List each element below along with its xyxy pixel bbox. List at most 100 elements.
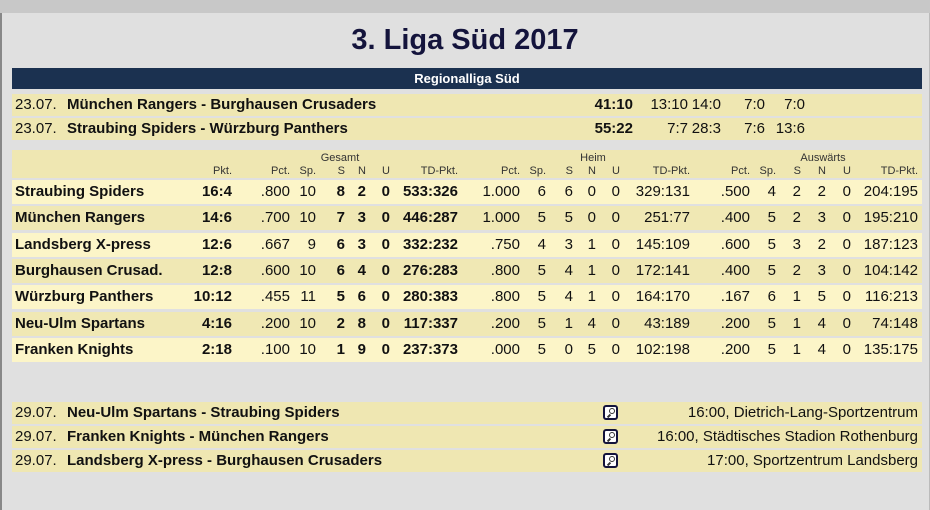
column-header: S bbox=[793, 165, 801, 177]
stat-cell: .750 bbox=[490, 235, 520, 253]
stat-cell: 6 bbox=[767, 288, 776, 306]
quarter-score: 28:3 bbox=[691, 120, 721, 137]
fixture-venue: 17:00, Sportzentrum Landsberg bbox=[707, 452, 918, 469]
team-name[interactable]: Burghausen Crusad. bbox=[15, 261, 163, 279]
stat-cell: 1 bbox=[587, 261, 596, 279]
stat-cell: 10 bbox=[299, 209, 316, 227]
stat-cell: 117:337 bbox=[403, 314, 458, 332]
stat-cell: 2 bbox=[357, 183, 366, 200]
stat-cell: 164:170 bbox=[635, 288, 690, 306]
stat-cell: 6 bbox=[357, 288, 366, 306]
stat-cell: .800 bbox=[490, 261, 520, 279]
standings-row: Neu-Ulm Spartans 4:16.200 10 2 8 0 117:337.200… bbox=[12, 311, 922, 336]
stat-cell: 5 bbox=[336, 288, 345, 306]
stat-cell: 4 bbox=[564, 288, 573, 306]
fixture-date: 29.07. bbox=[15, 428, 57, 445]
stat-cell: 187:123 bbox=[863, 235, 918, 253]
stat-cell: 9 bbox=[357, 340, 366, 358]
stat-cell: 145:109 bbox=[635, 235, 690, 253]
stat-cell: .000 bbox=[490, 340, 520, 358]
stat-cell: 4 bbox=[587, 314, 596, 332]
stat-cell: 5 bbox=[587, 340, 596, 358]
quarter-score: 14:0 bbox=[691, 96, 721, 113]
stat-cell: 0 bbox=[842, 209, 851, 227]
magnifier-icon[interactable] bbox=[603, 405, 618, 420]
stat-cell: 3 bbox=[564, 235, 573, 253]
stat-cell: 251:77 bbox=[644, 209, 690, 227]
column-header: U bbox=[382, 165, 390, 177]
stat-cell: 1 bbox=[587, 288, 596, 306]
stat-cell: 4 bbox=[817, 314, 826, 332]
stat-cell: .800 bbox=[260, 183, 290, 200]
standings-row: Würzburg Panthers 10:12.455 11 5 6 0 280:383.8… bbox=[12, 285, 922, 310]
magnifier-icon[interactable] bbox=[603, 429, 618, 444]
team-name[interactable]: Franken Knights bbox=[15, 340, 134, 358]
team-name[interactable]: Würzburg Panthers bbox=[15, 288, 154, 306]
stat-cell: 0 bbox=[611, 314, 620, 332]
standings-header: Gesamt Heim Auswärts Pkt. Pct. Sp. S N U TD-Pkt. P… bbox=[12, 150, 922, 178]
stat-cell: 0 bbox=[381, 235, 390, 253]
team-name[interactable]: Landsberg X-press bbox=[15, 235, 151, 253]
page-title: 3. Liga Süd 2017 bbox=[351, 24, 579, 56]
stat-cell: 0 bbox=[381, 261, 390, 279]
stat-cell: 74:148 bbox=[872, 314, 918, 332]
stat-cell: 5 bbox=[767, 340, 776, 358]
team-name[interactable]: Straubing Spiders bbox=[15, 183, 145, 200]
stat-cell: 14:6 bbox=[201, 209, 232, 227]
stat-cell: 11 bbox=[300, 288, 316, 306]
quarter-score: 7:6 bbox=[744, 120, 765, 137]
stat-cell: 332:232 bbox=[402, 235, 458, 253]
stat-cell: 0 bbox=[842, 235, 851, 253]
fixture-match: Landsberg X-press - Burghausen Crusaders bbox=[67, 452, 383, 469]
stat-cell: 9 bbox=[307, 235, 316, 253]
section-header: Regionalliga Süd bbox=[12, 68, 922, 89]
fixture-row: 29.07. Neu-Ulm Spartans - Straubing Spide… bbox=[12, 402, 922, 424]
stat-cell: 195:210 bbox=[863, 209, 918, 227]
stat-cell: 0 bbox=[842, 261, 851, 279]
result-row: 23.07. Straubing Spiders - Würzburg Panth… bbox=[12, 118, 922, 140]
stat-cell: 1 bbox=[792, 314, 801, 332]
stat-cell: 280:383 bbox=[402, 288, 458, 306]
stat-cell: .667 bbox=[260, 235, 290, 253]
column-header: Sp. bbox=[759, 165, 776, 177]
stat-cell: 4 bbox=[767, 183, 776, 200]
standings-row: Straubing Spiders 16:4.800 10 8 2 0 533:326 1.0… bbox=[12, 180, 922, 204]
standings-row: München Rangers 14:6.700 10 7 3 0 446:287 1.000… bbox=[12, 206, 922, 231]
stat-cell: .500 bbox=[720, 183, 750, 200]
column-header: Pct. bbox=[271, 165, 290, 177]
stat-cell: 4 bbox=[564, 261, 573, 279]
stat-cell: .200 bbox=[720, 314, 750, 332]
column-header: N bbox=[358, 165, 366, 177]
stat-cell: 0 bbox=[842, 288, 851, 306]
column-header: Sp. bbox=[299, 165, 316, 177]
result-date: 23.07. bbox=[15, 120, 57, 137]
fixture-row: 29.07. Landsberg X-press - Burghausen Cru… bbox=[12, 450, 922, 472]
stat-cell: .800 bbox=[490, 288, 520, 306]
column-header: TD-Pkt. bbox=[420, 165, 458, 177]
column-header: N bbox=[818, 165, 826, 177]
stat-cell: 2 bbox=[817, 183, 826, 200]
stat-cell: 135:175 bbox=[863, 340, 918, 358]
magnifier-icon[interactable] bbox=[603, 453, 618, 468]
stat-cell: 1 bbox=[792, 340, 801, 358]
stat-cell: 6 bbox=[537, 183, 546, 200]
team-name[interactable]: Neu-Ulm Spartans bbox=[15, 314, 146, 332]
stat-cell: 6 bbox=[564, 183, 573, 200]
stat-cell: 5 bbox=[767, 261, 776, 279]
stat-cell: 0 bbox=[611, 183, 620, 200]
stat-cell: 0 bbox=[381, 183, 390, 200]
left-border bbox=[0, 13, 2, 510]
column-header: U bbox=[843, 165, 851, 177]
team-name[interactable]: München Rangers bbox=[15, 209, 146, 227]
group-header: Gesamt bbox=[320, 152, 360, 164]
stat-cell: 0 bbox=[587, 209, 596, 227]
stat-cell: .200 bbox=[720, 340, 750, 358]
stat-cell: 0 bbox=[611, 340, 620, 358]
column-header: TD-Pkt. bbox=[652, 165, 690, 177]
stat-cell: 3 bbox=[817, 209, 826, 227]
result-date: 23.07. bbox=[15, 96, 57, 113]
quarter-score: 7:0 bbox=[744, 96, 765, 113]
stat-cell: 2 bbox=[817, 235, 826, 253]
stat-cell: .400 bbox=[720, 209, 750, 227]
stat-cell: 10 bbox=[299, 183, 316, 200]
